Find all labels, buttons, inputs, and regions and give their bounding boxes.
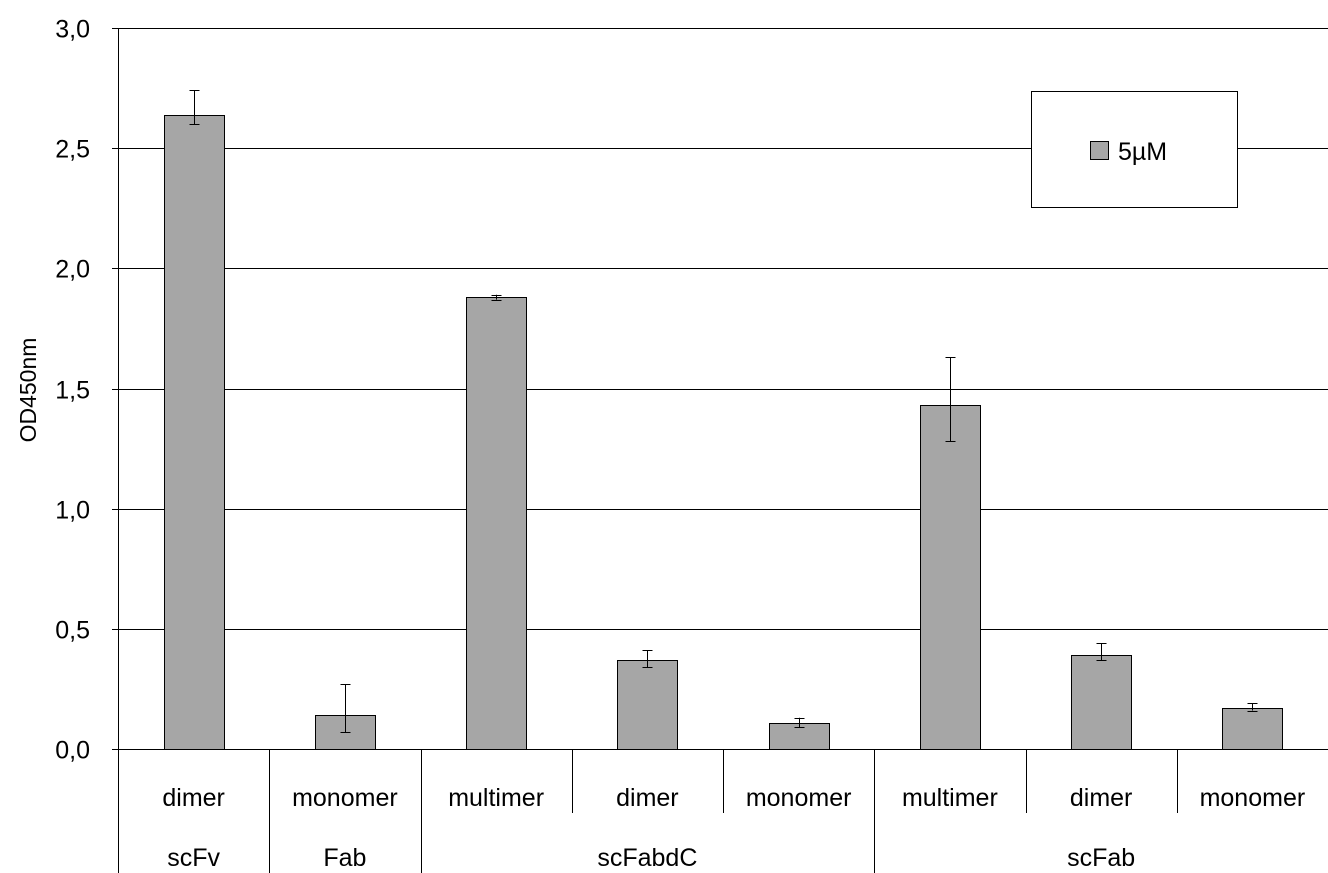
bars [164,115,1283,750]
category-label: dimer [1070,784,1133,812]
legend: 5µM [1031,91,1238,208]
y-axis: 0,0 0,5 1,0 1,5 2,0 2,5 3,0 [55,16,119,873]
y-tick-label: 1,0 [55,497,90,525]
bar [617,660,678,750]
bar [1071,655,1132,750]
y-tick-label: 2,5 [55,136,90,164]
y-tick-label: 2,0 [55,256,90,284]
category-label: multimer [448,784,544,812]
group-label: scFab [1067,844,1135,872]
category-label: monomer [1200,784,1306,812]
y-tick-label: 0,0 [55,737,90,765]
group-label: Fab [323,844,366,872]
y-tick-label: 3,0 [55,16,90,44]
group-label: scFabdC [597,844,697,872]
bar [1222,708,1283,750]
bar [164,115,225,750]
bar [466,297,527,750]
category-label: monomer [292,784,398,812]
bar [920,405,981,750]
category-label: dimer [162,784,225,812]
x-axis: dimer monomer multimer dimer monomer multimer… [118,749,1328,873]
error-bars [189,90,1258,733]
legend-swatch [1090,141,1109,160]
y-tick-label: 1,5 [55,377,90,405]
y-tick-label: 0,5 [55,617,90,645]
legend-label: 5µM [1118,138,1167,166]
category-label: dimer [616,784,679,812]
category-label: multimer [902,784,998,812]
legend-box [1031,91,1238,208]
gridlines [118,28,1328,630]
category-label: monomer [746,784,852,812]
group-label: scFv [167,844,220,872]
y-axis-title: OD450nm [15,338,41,443]
